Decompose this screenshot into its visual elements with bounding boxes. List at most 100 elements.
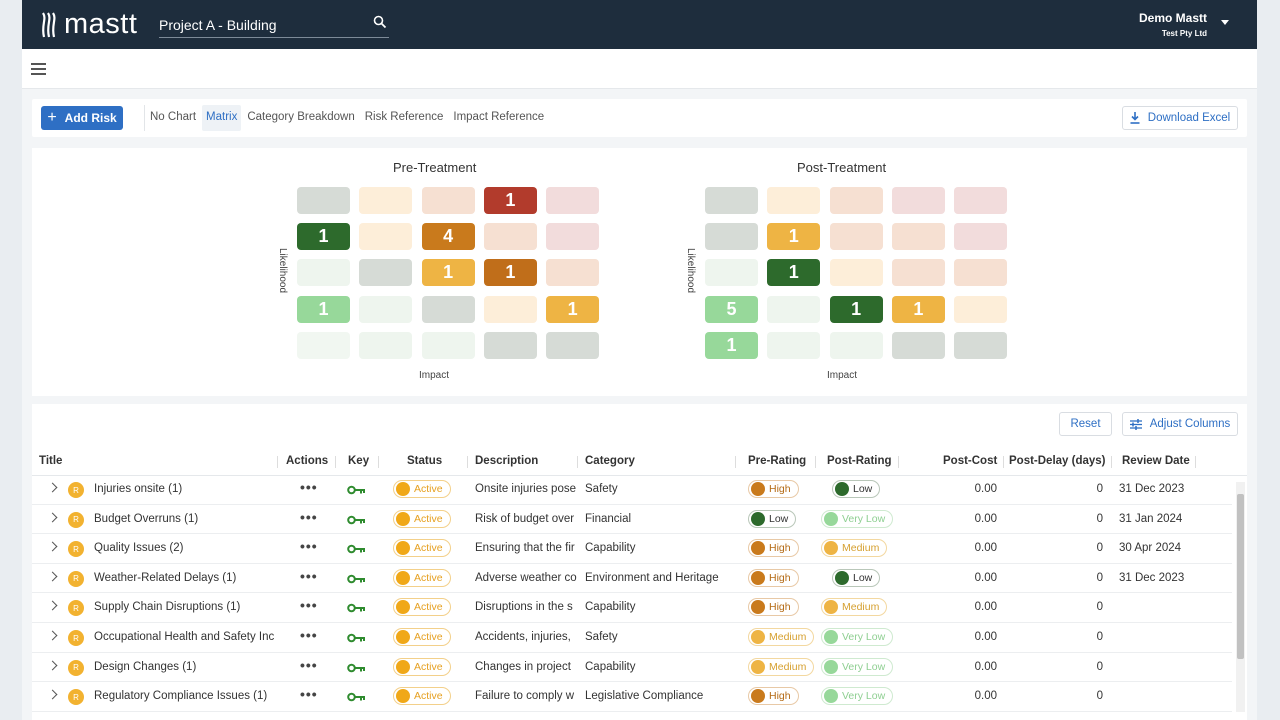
col-post-rating[interactable]: Post-Rating [827,455,892,467]
matrix-cell[interactable] [705,187,758,214]
matrix-cell[interactable]: 1 [483,259,537,287]
actions-menu-icon[interactable]: ••• [300,479,318,495]
matrix-cell[interactable] [954,331,1008,359]
key-icon[interactable] [347,485,366,495]
matrix-cell[interactable]: 1 [297,223,350,251]
matrix-cell[interactable]: 5 [705,295,758,323]
project-search-input[interactable]: Project A - Building [159,10,389,38]
tab-no-chart[interactable]: No Chart [150,111,197,123]
matrix-cell[interactable] [421,295,475,323]
risk-title[interactable]: Supply Chain Disruptions (1) [94,601,241,614]
tab-risk-reference[interactable]: Risk Reference [364,111,444,123]
matrix-cell[interactable] [829,259,883,287]
risk-title[interactable]: Regulatory Compliance Issues (1) [94,690,268,703]
key-icon[interactable] [347,692,366,702]
col-post-delay[interactable]: Post-Delay (days) [1009,455,1106,467]
col-description[interactable]: Description [475,455,539,467]
matrix-cell[interactable] [546,259,600,287]
col-pre-rating[interactable]: Pre-Rating [748,455,807,467]
key-icon[interactable] [347,663,366,673]
actions-menu-icon[interactable]: ••• [300,597,318,614]
matrix-cell[interactable] [483,223,537,251]
risk-title[interactable]: Quality Issues (2) [94,542,184,555]
add-risk-button[interactable]: + Add Risk [41,106,123,130]
caret-down-icon[interactable] [1221,20,1229,25]
matrix-cell[interactable]: 1 [421,259,475,287]
expand-chevron-icon[interactable] [47,541,58,552]
expand-chevron-icon[interactable] [47,482,58,493]
matrix-cell[interactable] [705,223,758,251]
matrix-cell[interactable] [829,331,883,359]
tab-matrix[interactable]: Matrix [202,105,242,131]
matrix-cell[interactable] [891,223,945,251]
col-divider[interactable] [1195,456,1196,468]
actions-menu-icon[interactable]: ••• [300,686,318,703]
col-divider[interactable] [577,456,578,468]
matrix-cell[interactable]: 1 [546,295,600,323]
matrix-cell[interactable] [297,187,350,214]
hamburger-menu-icon[interactable] [31,63,46,78]
actions-menu-icon[interactable]: ••• [300,627,318,643]
matrix-cell[interactable]: 1 [767,259,821,287]
matrix-cell[interactable] [767,187,821,214]
scrollbar-thumb[interactable] [1237,494,1244,659]
expand-chevron-icon[interactable] [47,630,58,641]
matrix-cell[interactable] [546,223,600,251]
col-divider[interactable] [277,456,278,468]
matrix-cell[interactable] [767,295,821,323]
key-icon[interactable] [347,633,366,643]
matrix-cell[interactable]: 4 [421,223,475,251]
matrix-cell[interactable] [954,223,1008,251]
col-divider[interactable] [898,456,899,468]
matrix-cell[interactable] [546,187,600,214]
table-row[interactable]: R Injuries onsite (1) ••• Active Onsite inju… [32,475,1232,505]
matrix-cell[interactable] [954,187,1008,214]
matrix-cell[interactable]: 1 [705,331,758,359]
user-menu[interactable]: Demo Mastt Test Pty Ltd [1139,11,1207,38]
actions-menu-icon[interactable]: ••• [300,567,318,584]
matrix-cell[interactable] [297,259,350,287]
matrix-cell[interactable]: 1 [767,223,821,251]
matrix-cell[interactable] [546,331,600,359]
key-icon[interactable] [347,544,366,554]
matrix-cell[interactable] [891,331,945,359]
col-divider[interactable] [467,456,468,468]
col-review-date[interactable]: Review Date [1122,455,1190,467]
col-divider[interactable] [1111,456,1112,468]
matrix-cell[interactable] [829,223,883,251]
col-divider[interactable] [335,456,336,468]
matrix-cell[interactable]: 1 [483,187,537,214]
matrix-cell[interactable] [421,187,475,214]
matrix-cell[interactable] [891,259,945,287]
tab-impact-reference[interactable]: Impact Reference [453,111,545,123]
col-divider[interactable] [1003,456,1004,468]
download-excel-button[interactable]: Download Excel [1122,106,1238,130]
risk-title[interactable]: Budget Overruns (1) [94,512,199,525]
table-row[interactable]: R Weather-Related Delays (1) ••• Active Adve… [32,564,1232,594]
col-divider[interactable] [815,456,816,468]
adjust-columns-button[interactable]: Adjust Columns [1122,412,1238,436]
expand-chevron-icon[interactable] [47,600,58,611]
matrix-cell[interactable] [359,295,413,323]
risk-title[interactable]: Weather-Related Delays (1) [94,571,237,584]
expand-chevron-icon[interactable] [47,689,58,700]
key-icon[interactable] [347,603,366,613]
table-row[interactable]: R Design Changes (1) ••• Active Changes in p… [32,653,1232,683]
matrix-cell[interactable] [891,187,945,214]
table-scrollbar[interactable] [1236,482,1245,712]
col-divider[interactable] [735,456,736,468]
key-icon[interactable] [347,515,366,525]
search-icon[interactable] [373,15,387,29]
logo[interactable]: mastt [40,8,137,41]
matrix-cell[interactable]: 1 [891,295,945,323]
matrix-cell[interactable] [483,331,537,359]
table-row[interactable]: R Regulatory Compliance Issues (1) ••• Acti… [32,682,1232,712]
table-row[interactable]: R Budget Overruns (1) ••• Active Risk of bud… [32,505,1232,535]
matrix-cell[interactable] [767,331,821,359]
risk-title[interactable]: Design Changes (1) [94,660,197,673]
matrix-cell[interactable] [954,295,1008,323]
actions-menu-icon[interactable]: ••• [300,656,318,673]
col-divider[interactable] [378,456,379,468]
key-icon[interactable] [347,574,366,584]
expand-chevron-icon[interactable] [47,660,58,671]
